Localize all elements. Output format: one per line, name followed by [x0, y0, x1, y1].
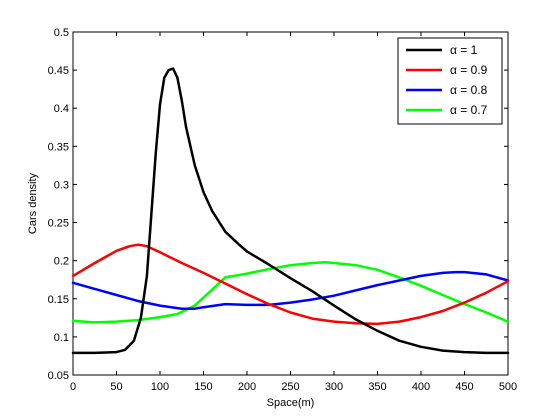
x-axis-label: Space(m) — [267, 397, 315, 409]
axis-ticks: 0 50 100 150 200 250 300 350 400 450 500 0.05 0.1 0.1… — [48, 27, 518, 393]
legend-entry: α = 0.7 — [450, 103, 488, 117]
x-tick-label: 350 — [368, 381, 386, 393]
y-tick-label: 0.5 — [54, 27, 69, 39]
series-line — [71, 260, 510, 324]
y-tick-label: 0.25 — [48, 218, 69, 230]
y-tick-label: 0.1 — [54, 332, 69, 344]
y-tick-label: 0.4 — [54, 103, 69, 115]
y-axis-label: Cars density — [27, 172, 39, 234]
legend-entry: α = 0.8 — [450, 83, 488, 97]
x-tick-label: 50 — [110, 381, 122, 393]
series-line — [71, 243, 510, 326]
legend-entry: α = 1 — [450, 43, 478, 57]
legend-entry: α = 0.9 — [450, 63, 488, 77]
x-tick-label: 0 — [70, 381, 76, 393]
x-tick-label: 200 — [238, 381, 256, 393]
x-tick-label: 500 — [499, 381, 517, 393]
series-lines — [71, 67, 510, 355]
x-tick-label: 400 — [412, 381, 430, 393]
x-tick-label: 300 — [325, 381, 343, 393]
series-line — [71, 67, 510, 355]
series-line — [71, 270, 510, 310]
y-tick-label: 0.3 — [54, 179, 69, 191]
legend: α = 1 α = 0.9 α = 0.8 α = 0.7 — [397, 37, 503, 125]
y-tick-label: 0.35 — [48, 141, 69, 153]
y-tick-label: 0.45 — [48, 65, 69, 77]
y-tick-label: 0.15 — [48, 294, 69, 306]
y-tick-label: 0.2 — [54, 256, 69, 268]
x-tick-label: 150 — [194, 381, 212, 393]
x-tick-label: 250 — [281, 381, 299, 393]
x-tick-label: 100 — [151, 381, 169, 393]
y-tick-label: 0.05 — [48, 370, 69, 382]
x-tick-label: 450 — [455, 381, 473, 393]
